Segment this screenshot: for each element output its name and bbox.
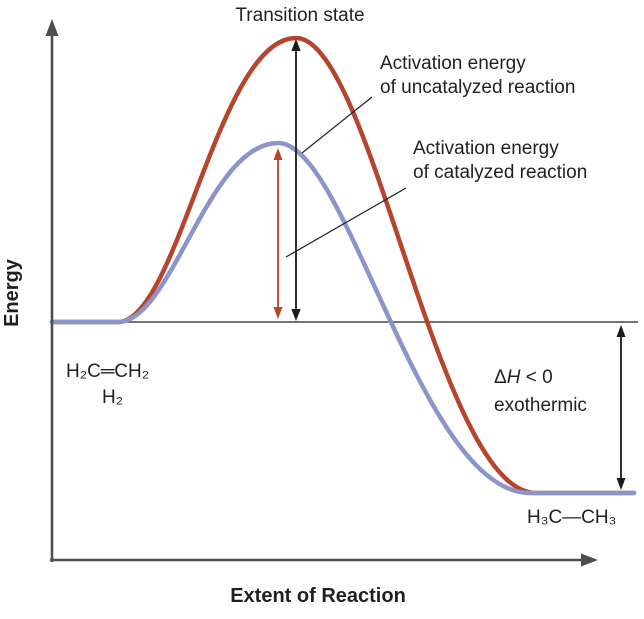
activation-arrow-catalyzed-head-top (273, 148, 283, 160)
activation-arrow-catalyzed-head-bottom (273, 307, 283, 319)
delta-h-arrow (616, 325, 626, 490)
activation-catalyzed-label-line2: of catalyzed reaction (413, 162, 587, 183)
exothermic-label: exothermic (494, 395, 587, 416)
reactants-formula: H₂C═CH₂ (66, 361, 149, 382)
delta-h-arrow-head-bottom (616, 478, 626, 490)
activation-arrow-uncatalyzed-head-top (291, 39, 301, 51)
leader-line-uncatalyzed (301, 96, 373, 154)
activation-arrow-uncatalyzed (291, 39, 301, 321)
activation-arrow-uncatalyzed-head-bottom (291, 309, 301, 321)
delta-variable: H (507, 367, 521, 388)
delta-h-label: ΔH < 0 (494, 367, 553, 388)
delta-comparison: < 0 (520, 367, 552, 388)
leader-line-catalyzed (285, 187, 407, 258)
catalyzed-curve (49, 140, 637, 496)
activation-catalyzed-label-line1: Activation energy (413, 138, 559, 159)
activation-uncatalyzed-label-line1: Activation energy (380, 53, 526, 74)
uncatalyzed-curve (49, 35, 637, 496)
x-axis-label: Extent of Reaction (230, 585, 406, 607)
reactants-formula-h2: H₂ (102, 387, 123, 408)
delta-h-arrow-head-top (616, 325, 626, 337)
activation-uncatalyzed-label-line2: of uncatalyzed reaction (380, 77, 575, 98)
y-axis-label: Energy (1, 258, 23, 327)
transition-state-label: Transition state (235, 5, 364, 26)
delta-symbol: Δ (494, 367, 507, 388)
activation-arrow-catalyzed (273, 148, 283, 319)
y-axis-arrowhead (45, 19, 59, 36)
x-axis-arrowhead (581, 553, 598, 567)
product-formula: H₃C—CH₃ (527, 507, 616, 528)
axes (45, 19, 598, 567)
